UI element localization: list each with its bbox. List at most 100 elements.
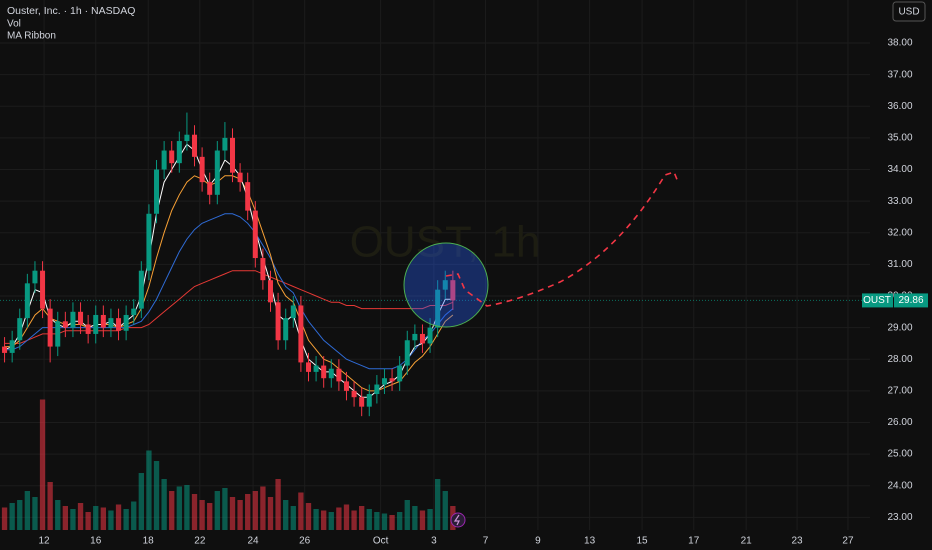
candle-body: [55, 321, 61, 347]
volume-bar: [321, 510, 327, 530]
volume-bar: [328, 512, 334, 530]
candle-body: [404, 340, 410, 366]
volume-bar: [222, 488, 228, 530]
volume-bar: [412, 506, 418, 530]
volume-bar: [427, 509, 433, 530]
ma-line: [4, 213, 454, 370]
candle-body: [427, 327, 433, 344]
candle-body: [9, 340, 15, 353]
candle-body: [40, 270, 46, 309]
volume-bar: [24, 491, 31, 530]
candle-body: [100, 314, 106, 328]
candle-body: [207, 182, 213, 195]
volume-bar: [47, 482, 53, 530]
volume-bar: [419, 510, 426, 530]
candle-body: [435, 289, 441, 328]
volume-bar: [313, 509, 319, 530]
ma-line: [4, 270, 454, 344]
event-bolt: [453, 514, 460, 526]
candle-body: [351, 390, 357, 398]
y-tick-label: 35.00: [887, 133, 912, 144]
candle-body: [116, 318, 122, 331]
volume-bar: [100, 507, 106, 530]
symbol-label: OUST: [863, 295, 891, 306]
x-tick-label: 13: [584, 536, 596, 547]
volume-bar: [381, 513, 388, 530]
projection-line: [445, 171, 679, 307]
x-tick-label: 18: [143, 536, 155, 547]
candle-body: [154, 169, 160, 214]
x-tick-label: 17: [688, 536, 700, 547]
candle-body: [24, 283, 30, 319]
volume-bar: [374, 512, 380, 530]
volume-bar: [214, 491, 220, 530]
volume-bar: [70, 509, 76, 530]
candle-body: [374, 384, 380, 395]
x-tick-label: 16: [90, 536, 102, 547]
y-tick-label: 32.00: [887, 227, 912, 238]
candle-body: [298, 305, 304, 363]
candle-body: [62, 321, 68, 328]
volume-bar: [359, 506, 365, 530]
x-tick-label: 3: [431, 536, 437, 547]
candle-body: [222, 137, 228, 151]
volume-bar: [290, 506, 296, 530]
currency-button[interactable]: [892, 1, 926, 22]
volume-bar: [184, 485, 190, 530]
volume-bar: [397, 512, 403, 530]
candle-body: [176, 141, 182, 164]
volume-bar: [108, 510, 114, 530]
y-tick-label: 38.00: [887, 38, 912, 49]
volume-bar: [9, 503, 15, 530]
volume-bar: [252, 491, 258, 530]
candle-body: [199, 156, 205, 183]
x-tick-label: 21: [741, 536, 753, 547]
volume-panel: [1, 399, 456, 530]
x-tick-label: Oct: [373, 536, 389, 547]
x-tick-label: 7: [483, 536, 489, 547]
candle-body: [283, 318, 289, 341]
candle-body: [184, 134, 190, 142]
candle-body: [397, 365, 403, 382]
candle-body: [260, 258, 266, 281]
volume-bar: [169, 491, 175, 530]
volume-bar: [207, 503, 213, 530]
candle-body: [381, 378, 387, 385]
volume-bar: [366, 509, 372, 530]
price-tag: [894, 293, 928, 308]
x-tick-label: 12: [39, 536, 51, 547]
candle-body: [245, 182, 251, 211]
candle-body: [275, 302, 281, 341]
candle-body: [343, 381, 349, 391]
volume-bar: [267, 497, 274, 530]
event-icon: [450, 512, 466, 528]
x-tick-label: 15: [636, 536, 648, 547]
y-tick-label: 33.00: [887, 196, 912, 207]
candle-body: [305, 362, 311, 372]
volume-bar: [146, 450, 152, 530]
candle-body: [32, 270, 38, 284]
candle-body: [192, 134, 198, 157]
candle-body: [17, 318, 23, 341]
candle-body: [131, 308, 137, 315]
volume-bar: [39, 399, 46, 530]
candle-body: [267, 280, 274, 303]
volume-bar: [404, 500, 410, 530]
volume-bar: [191, 494, 198, 530]
indicator-label: MA Ribbon: [7, 31, 56, 42]
y-tick-label: 37.00: [887, 69, 912, 80]
candles: [2, 112, 456, 417]
candle-body: [450, 280, 456, 301]
volume-bar: [298, 492, 304, 530]
y-tick-label: 31.00: [887, 259, 912, 270]
volume-bar: [153, 461, 160, 530]
indicator-label: Vol: [7, 19, 21, 30]
volume-bar: [442, 491, 448, 530]
currency-label[interactable]: USD: [898, 7, 919, 18]
volume-bar: [32, 497, 38, 530]
candle-body: [229, 137, 236, 173]
candle-body: [366, 394, 372, 407]
volume-bar: [17, 500, 23, 530]
volume-bar: [305, 503, 312, 530]
axis-labels: 23.0024.0025.0026.0027.0028.0029.0030.00…: [39, 38, 928, 547]
